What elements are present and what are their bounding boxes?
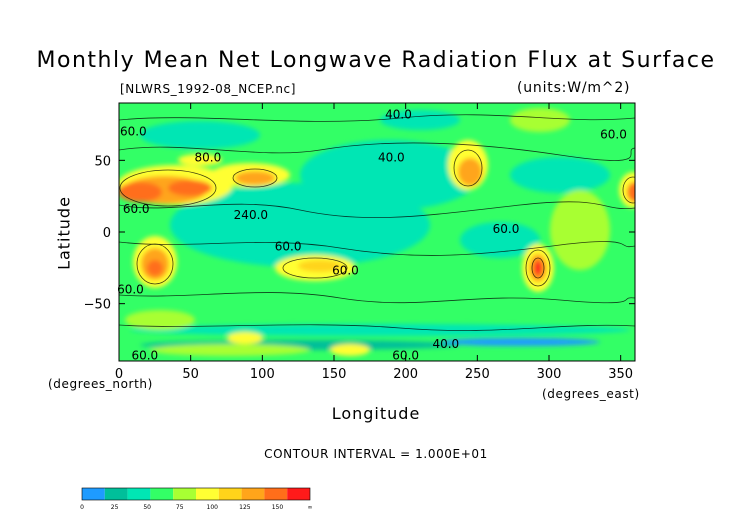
contour-label: 60.0 xyxy=(131,348,158,362)
colorbar-swatch xyxy=(218,488,242,500)
contour-label: 60.0 xyxy=(123,202,150,216)
contour-labels: 40.0 60.0 60.0 80.0 40.0 60.0 240.0 60.0 60.0 60.… xyxy=(117,107,627,362)
x-tick-label: 350 xyxy=(608,367,633,382)
x-tick-label: 100 xyxy=(250,367,275,382)
colorbar-swatch xyxy=(82,488,105,500)
colorbar-frame xyxy=(81,487,311,501)
x-axis-unit-right: (degrees_east) xyxy=(542,387,640,401)
y-tick-label: 0 xyxy=(103,226,111,241)
axis-ticks: 0 50 100 150 200 250 300 350 50 0 −50 xyxy=(84,103,635,382)
x-tick-label: 150 xyxy=(322,367,347,382)
x-tick-label: 200 xyxy=(393,367,418,382)
chart-title: Monthly Mean Net Longwave Radiation Flux… xyxy=(36,48,716,73)
contour-label: 240.0 xyxy=(234,208,268,222)
x-axis-unit-left: (degrees_north) xyxy=(48,377,153,391)
colorbar-tick-label: 0 xyxy=(80,504,84,511)
contour-label: 80.0 xyxy=(195,150,222,164)
colorbar: 0 25 50 75 100 125 150 ∞ xyxy=(80,487,313,511)
x-tick-label: 250 xyxy=(465,367,490,382)
contour-label: 40.0 xyxy=(385,107,412,121)
contour-label: 60.0 xyxy=(332,264,359,278)
colorbar-tick-label: 75 xyxy=(176,504,184,511)
x-tick-label: 50 xyxy=(182,367,199,382)
contour-label: 60.0 xyxy=(275,239,302,253)
colorbar-tick-label: 125 xyxy=(239,504,251,511)
colorbar-swatch xyxy=(173,488,196,500)
colorbar-tick-label: 100 xyxy=(207,504,219,511)
heatmap-field xyxy=(119,103,635,361)
colorbar-tick-label: 25 xyxy=(111,504,119,511)
colorbar-swatch xyxy=(264,488,288,500)
colorbar-swatch xyxy=(241,488,265,500)
contour-label: 60.0 xyxy=(493,222,520,236)
colorbar-swatch xyxy=(127,488,151,500)
colorbar-swatch xyxy=(104,488,128,500)
colorbar-swatch xyxy=(287,488,310,500)
x-tick-label: 0 xyxy=(115,367,123,382)
colorbar-tick-label: 150 xyxy=(272,504,284,511)
contour-label: 60.0 xyxy=(600,128,627,142)
units-label: (units:W/m^2) xyxy=(517,80,631,96)
colorbar-tick-label: ∞ xyxy=(308,504,313,511)
contour-label: 60.0 xyxy=(120,125,147,139)
colorbar-tick-label: 50 xyxy=(143,504,151,511)
contour-label: 40.0 xyxy=(378,150,405,164)
dataset-filename: [NLWRS_1992-08_NCEP.nc] xyxy=(120,82,297,96)
colorbar-swatch xyxy=(196,488,219,500)
contour-label: 40.0 xyxy=(432,337,459,351)
x-tick-label: 300 xyxy=(537,367,562,382)
y-tick-label: 50 xyxy=(94,154,111,169)
colorbar-swatch xyxy=(150,488,174,500)
y-tick-label: −50 xyxy=(84,298,111,313)
contour-interval-label: CONTOUR INTERVAL = 1.000E+01 xyxy=(264,447,488,461)
contour-label: 60.0 xyxy=(117,282,144,296)
x-axis-label: Longitude xyxy=(331,404,421,423)
